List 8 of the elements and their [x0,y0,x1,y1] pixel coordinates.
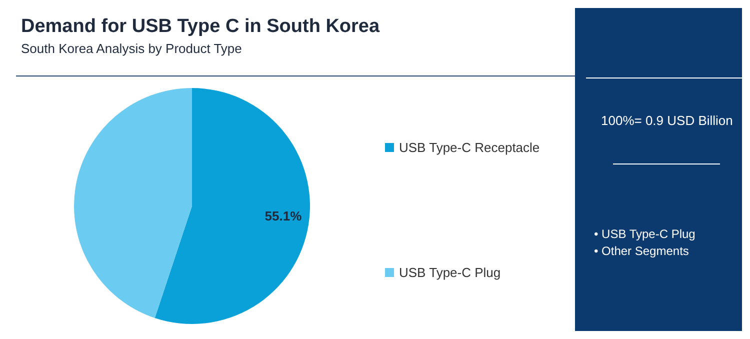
chart-subtitle: South Korea Analysis by Product Type [21,41,242,56]
legend-label: USB Type-C Plug [399,265,501,280]
chart-title: Demand for USB Type C in South Korea [21,16,380,37]
legend-label: USB Type-C Receptacle [399,140,540,155]
text: • USB Type-C Plug [594,227,696,241]
data-label: 55.1% [264,208,302,224]
text: • Other Segments [594,244,689,258]
text: 100%= 0.9 USD Billion [601,113,733,128]
